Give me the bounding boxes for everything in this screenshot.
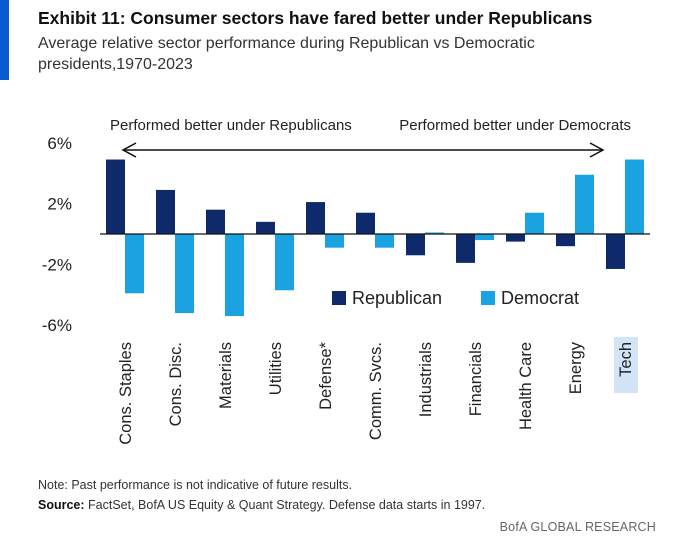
legend-swatch-democrat (481, 291, 495, 305)
accent-bar (0, 0, 9, 80)
democrat-bar (125, 234, 144, 294)
republican-bar (306, 202, 325, 234)
legend-label-democrat: Democrat (501, 288, 579, 308)
annotation-left: Performed better under Republicans (110, 117, 352, 134)
chart-title: Exhibit 11: Consumer sectors have fared … (38, 8, 593, 28)
republican-bar (606, 234, 625, 269)
democrat-bar (175, 234, 194, 314)
category-label: Cons. Staples (117, 342, 135, 445)
legend-swatch-republican (332, 291, 346, 305)
y-tick-label: -6% (42, 316, 72, 335)
republican-bar (156, 189, 175, 234)
y-tick-label: -2% (42, 255, 72, 274)
y-tick-label: 6% (47, 134, 72, 153)
democrat-bar (625, 159, 644, 234)
category-label: Cons. Disc. (167, 342, 185, 426)
category-label: Industrials (417, 342, 435, 417)
category-label: Health Care (517, 342, 535, 430)
category-label: Financials (467, 342, 485, 416)
category-label: Comm. Svcs. (367, 342, 385, 440)
brand-label: BofA GLOBAL RESEARCH (499, 520, 656, 534)
republican-bar (356, 212, 375, 234)
arrow-head-right (589, 142, 605, 158)
republican-bar (206, 209, 225, 234)
republican-bar (506, 234, 525, 242)
democrat-bar (275, 234, 294, 291)
republican-bar (256, 221, 275, 234)
republican-bar (556, 234, 575, 247)
annotation-right: Performed better under Democrats (399, 117, 631, 134)
category-label: Materials (217, 342, 235, 409)
source-label: Source: (38, 498, 85, 512)
democrat-bar (225, 234, 244, 317)
source-text: FactSet, BofA US Equity & Quant Strategy… (84, 498, 486, 512)
y-tick-label: 2% (47, 195, 72, 214)
highlight-box (614, 337, 638, 393)
democrat-bar (325, 234, 344, 248)
arrow-head-left (121, 142, 137, 158)
democrat-bar (525, 212, 544, 234)
chart-subtitle: Average relative sector performance duri… (38, 35, 535, 73)
footnote: Note: Past performance is not indicative… (38, 478, 353, 492)
democrat-bar (575, 174, 594, 234)
bar-chart: 6% 2% -2% -6% Cons. Staples Cons. Disc. Materi… (42, 117, 650, 445)
republican-bar (456, 234, 475, 263)
democrat-bar (425, 232, 444, 234)
legend-label-republican: Republican (352, 288, 442, 308)
category-label: Energy (567, 341, 585, 394)
category-label: Defense* (317, 341, 335, 409)
category-label: Utilities (267, 342, 285, 395)
democrat-bar (375, 234, 394, 248)
republican-bar (406, 234, 425, 256)
democrat-bar (475, 234, 494, 241)
category-label: Tech (617, 342, 635, 377)
republican-bar (106, 159, 125, 234)
source-line: Source: FactSet, BofA US Equity & Quant … (38, 498, 485, 512)
